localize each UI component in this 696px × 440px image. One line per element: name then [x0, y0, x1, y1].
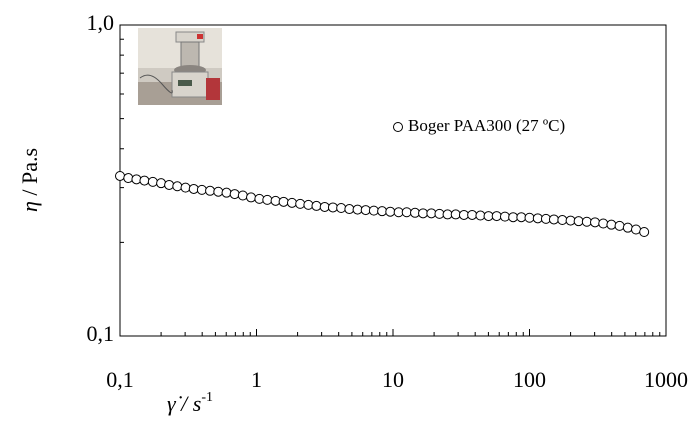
data-point — [548, 214, 559, 225]
data-point — [139, 175, 150, 186]
inset-photo — [138, 28, 222, 105]
data-point — [614, 220, 625, 231]
y-tick-label: 1,0 — [87, 10, 115, 35]
data-point — [221, 187, 232, 198]
x-axis-title-main: γ̇ / s — [167, 391, 201, 416]
data-point — [147, 176, 158, 187]
data-point — [532, 213, 543, 224]
data-point — [606, 219, 617, 230]
data-point — [524, 212, 535, 223]
x-tick-label: 0,1 — [106, 367, 134, 392]
data-point — [188, 183, 199, 194]
y-axis-title: η / Pa.s — [17, 148, 42, 212]
data-point — [180, 182, 191, 193]
data-point — [352, 204, 363, 215]
data-point — [385, 206, 396, 217]
y-tick-label: 0,1 — [87, 321, 115, 346]
x-axis-title-sup: -1 — [201, 390, 213, 405]
x-tick-label: 100 — [513, 367, 546, 392]
data-point — [442, 209, 453, 220]
data-point — [377, 206, 388, 217]
x-tick-label: 1 — [251, 367, 262, 392]
y-axis-title-symbol: η — [17, 201, 42, 212]
data-point — [172, 181, 183, 192]
data-point — [450, 209, 461, 220]
data-point — [286, 197, 297, 208]
data-point — [319, 201, 330, 212]
legend-label: Boger PAA300 (27 ºC) — [408, 116, 565, 135]
data-point — [360, 205, 371, 216]
data-point — [483, 211, 494, 222]
data-point — [344, 204, 355, 215]
data-point — [115, 170, 125, 181]
data-point — [164, 179, 175, 190]
data-point — [401, 207, 412, 218]
data-point — [123, 173, 134, 184]
data-point — [418, 208, 429, 219]
data-point — [336, 202, 347, 213]
data-point — [311, 200, 322, 211]
data-point — [491, 211, 502, 222]
data-point — [598, 218, 609, 229]
data-point — [196, 184, 207, 195]
data-point — [631, 224, 642, 235]
data-point — [156, 178, 167, 189]
data-point — [368, 205, 379, 216]
data-point — [278, 196, 289, 207]
data-point — [508, 212, 519, 223]
data-point — [573, 216, 584, 227]
data-point — [295, 198, 306, 209]
data-point — [581, 216, 592, 227]
data-point — [303, 199, 314, 210]
data-point — [262, 194, 273, 205]
x-axis-title: γ̇ / s-1 — [167, 390, 213, 416]
x-tick-label: 1000 — [644, 367, 688, 392]
data-point — [467, 209, 478, 220]
data-point — [229, 189, 240, 200]
data-point — [499, 211, 510, 222]
data-point — [590, 217, 601, 228]
data-point — [557, 215, 568, 226]
legend-marker — [393, 122, 403, 132]
data-point — [205, 185, 216, 196]
data-point — [327, 202, 338, 213]
data-point — [622, 222, 633, 233]
x-tick-label: 10 — [382, 367, 404, 392]
data-point — [246, 192, 257, 203]
data-point — [237, 190, 248, 201]
data-point — [516, 212, 527, 223]
data-point — [639, 226, 650, 237]
data-point — [213, 186, 224, 197]
y-axis-title-main: / Pa.s — [17, 148, 42, 201]
data-point — [458, 209, 469, 220]
